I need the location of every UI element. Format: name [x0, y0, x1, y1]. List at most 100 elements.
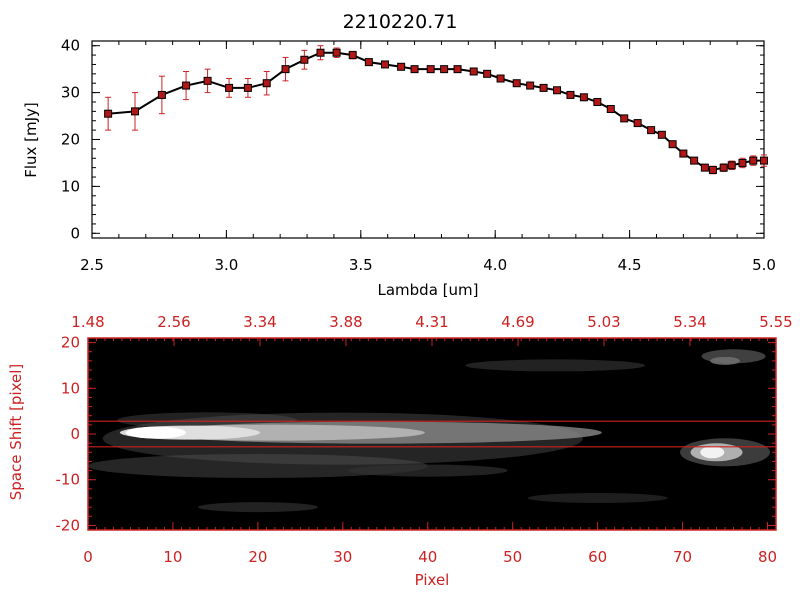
chart-title: 2210220.71	[343, 11, 458, 33]
data-point	[566, 90, 575, 99]
data-point	[512, 79, 521, 88]
image-top-tick-label: 3.88	[329, 313, 362, 331]
data-point	[727, 161, 736, 170]
data-point	[749, 156, 758, 165]
noise-patch	[197, 502, 318, 513]
image-x-tick-label: 20	[248, 548, 267, 566]
image-top-tick-label: 4.31	[415, 313, 448, 331]
data-point	[157, 90, 166, 99]
image-y-tick-label: -20	[56, 516, 81, 534]
spectrum-y-axis-label: Flux [mJy]	[22, 102, 40, 178]
data-point	[262, 79, 271, 88]
data-point	[620, 114, 629, 123]
data-point	[579, 93, 588, 102]
data-point	[526, 81, 535, 90]
image-top-tick-label: 5.55	[759, 313, 792, 331]
spectral-image	[87, 349, 771, 513]
data-point	[647, 126, 656, 135]
data-point	[348, 51, 357, 60]
data-point	[469, 67, 478, 76]
data-point	[281, 65, 290, 74]
image-top-tick-label: 3.34	[243, 313, 276, 331]
spectral-image-ticks: 0 10 20 30 40 50 60 70 80 1.48 2.56 3.34 3.88 4.31 4.6…	[56, 313, 793, 566]
data-point	[553, 86, 562, 95]
spectrum-y-tick-label: 0	[70, 224, 80, 242]
data-point	[104, 109, 113, 118]
spectrum-x-axis-label: Lambda [um]	[378, 281, 479, 299]
image-y-tick-label: 20	[61, 334, 80, 352]
spectrum-y-tick-label: 30	[61, 84, 80, 102]
data-point	[593, 97, 602, 106]
spectral-image-x-axis-label: Pixel	[415, 571, 450, 589]
main-trace-peak	[125, 426, 186, 439]
spectrum-line	[108, 51, 764, 172]
spectrum-y-tick-label: 20	[61, 131, 80, 149]
data-point	[483, 69, 492, 78]
data-point	[690, 156, 699, 165]
data-point	[203, 76, 212, 85]
data-point	[700, 163, 709, 172]
spectrum-x-tick-label: 3.5	[349, 256, 373, 274]
image-x-tick-label: 80	[758, 548, 777, 566]
image-x-tick-label: 0	[83, 548, 93, 566]
data-point	[679, 149, 688, 158]
spectrum-ticks: 2.5 3.0 3.5 4.0 4.5 5.0 0 10 20 30 40	[61, 37, 776, 274]
data-point	[496, 74, 505, 83]
spectrum-x-tick-label: 2.5	[80, 256, 104, 274]
data-point	[606, 105, 615, 114]
noise-patch	[527, 493, 668, 503]
data-point	[243, 83, 252, 92]
data-point	[380, 60, 389, 69]
image-top-tick-label: 5.03	[587, 313, 620, 331]
spectrum-y-tick-label: 40	[61, 37, 80, 55]
data-point	[426, 65, 435, 74]
image-top-tick-label: 5.34	[673, 313, 706, 331]
data-point	[440, 65, 449, 74]
data-point	[633, 119, 642, 128]
data-point	[719, 163, 728, 172]
data-point	[453, 65, 462, 74]
spectrum-error-bars	[105, 45, 767, 175]
trace-lower-wing	[87, 454, 428, 478]
image-x-tick-label: 70	[673, 548, 692, 566]
image-x-tick-label: 40	[418, 548, 437, 566]
spectrum-markers	[104, 48, 768, 174]
image-x-tick-label: 10	[163, 548, 182, 566]
upper-right-emission-core	[710, 356, 741, 365]
data-point	[182, 81, 191, 90]
data-point	[332, 48, 341, 57]
data-point	[131, 107, 140, 116]
image-y-tick-label: 0	[70, 425, 80, 443]
data-point	[364, 58, 373, 67]
spectrum-x-tick-label: 4.0	[483, 256, 507, 274]
data-point	[708, 165, 717, 174]
image-top-tick-label: 1.48	[71, 313, 104, 331]
data-point	[225, 83, 234, 92]
image-top-tick-label: 2.56	[157, 313, 190, 331]
spectrum-x-tick-label: 4.5	[618, 256, 642, 274]
image-x-tick-label: 30	[333, 548, 352, 566]
data-point	[316, 48, 325, 57]
spectral-image-y-axis-label: Space Shift [pixel]	[7, 364, 25, 501]
image-x-tick-label: 50	[503, 548, 522, 566]
data-point	[300, 55, 309, 64]
data-point	[760, 156, 768, 165]
noise-patch	[347, 464, 508, 477]
secondary-source-peak	[700, 446, 725, 459]
spectral-image-panel: 0 10 20 30 40 50 60 70 80 1.48 2.56 3.34 3.88 4.31 4.6…	[7, 313, 793, 589]
data-point	[397, 62, 406, 71]
image-y-tick-label: 10	[61, 379, 80, 397]
data-point	[539, 83, 548, 92]
data-point	[410, 65, 419, 74]
data-point	[657, 130, 666, 139]
image-top-tick-label: 4.69	[501, 313, 534, 331]
spectrum-x-tick-label: 3.0	[214, 256, 238, 274]
image-x-tick-label: 60	[588, 548, 607, 566]
image-y-tick-label: -10	[56, 471, 81, 489]
spectrum-x-tick-label: 5.0	[752, 256, 776, 274]
data-point	[738, 158, 747, 167]
spectrum-y-tick-label: 10	[61, 177, 80, 195]
noise-patch	[465, 359, 646, 372]
